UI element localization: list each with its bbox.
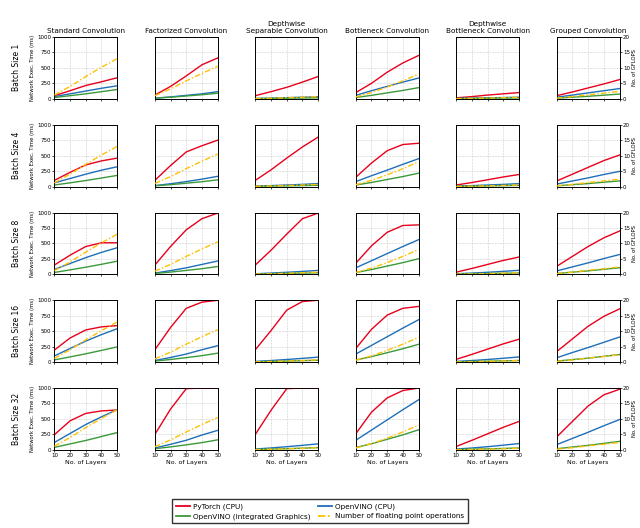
Y-axis label: Network Exec. Time (ms): Network Exec. Time (ms) bbox=[30, 122, 35, 189]
Title: Depthwise
Bottleneck Convolution: Depthwise Bottleneck Convolution bbox=[445, 22, 530, 34]
X-axis label: No. of Layers: No. of Layers bbox=[266, 460, 307, 465]
Text: Batch Size 16: Batch Size 16 bbox=[12, 305, 21, 357]
X-axis label: No. of Layers: No. of Layers bbox=[367, 460, 408, 465]
X-axis label: No. of Layers: No. of Layers bbox=[166, 460, 207, 465]
Y-axis label: No. of GFLOPS: No. of GFLOPS bbox=[632, 313, 637, 350]
Text: Batch Size 1: Batch Size 1 bbox=[12, 44, 21, 91]
Legend: PyTorch (CPU), OpenVINO (Integrated Graphics), OpenVINO (CPU), Number of floatin: PyTorch (CPU), OpenVINO (Integrated Grap… bbox=[172, 499, 468, 523]
Y-axis label: No. of GFLOPS: No. of GFLOPS bbox=[632, 137, 637, 174]
X-axis label: No. of Layers: No. of Layers bbox=[65, 460, 106, 465]
X-axis label: No. of Layers: No. of Layers bbox=[467, 460, 508, 465]
Y-axis label: No. of GFLOPS: No. of GFLOPS bbox=[632, 400, 637, 438]
Text: Batch Size 8: Batch Size 8 bbox=[12, 220, 21, 267]
Title: Bottleneck Convolution: Bottleneck Convolution bbox=[345, 29, 429, 34]
Y-axis label: Network Exec. Time (ms): Network Exec. Time (ms) bbox=[30, 210, 35, 277]
X-axis label: No. of Layers: No. of Layers bbox=[568, 460, 609, 465]
Y-axis label: No. of GFLOPS: No. of GFLOPS bbox=[632, 225, 637, 262]
Text: Batch Size 4: Batch Size 4 bbox=[12, 132, 21, 180]
Title: Grouped Convolution: Grouped Convolution bbox=[550, 29, 627, 34]
Title: Standard Convolution: Standard Convolution bbox=[47, 29, 125, 34]
Y-axis label: No. of GFLOPS: No. of GFLOPS bbox=[632, 49, 637, 87]
Y-axis label: Network Exec. Time (ms): Network Exec. Time (ms) bbox=[30, 298, 35, 364]
Y-axis label: Network Exec. Time (ms): Network Exec. Time (ms) bbox=[30, 35, 35, 101]
Y-axis label: Network Exec. Time (ms): Network Exec. Time (ms) bbox=[30, 386, 35, 452]
Title: Depthwise
Separable Convolution: Depthwise Separable Convolution bbox=[246, 22, 328, 34]
Text: Batch Size 32: Batch Size 32 bbox=[12, 393, 21, 445]
Title: Factorized Convolution: Factorized Convolution bbox=[145, 29, 227, 34]
